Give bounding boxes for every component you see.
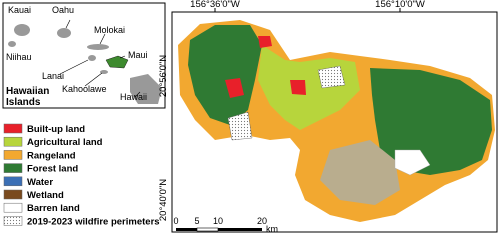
wildfire-perimeter <box>227 111 253 141</box>
scale-label: 0 <box>173 216 178 226</box>
island <box>87 44 109 50</box>
legend-swatch <box>3 216 23 226</box>
legend-label: Forest land <box>27 164 78 175</box>
latitude-label: 20°40'0"N <box>158 179 169 221</box>
land-agricultural <box>258 45 360 130</box>
island <box>14 24 30 36</box>
land-built-up <box>225 78 244 98</box>
island-label: Kahoolawe <box>62 84 107 94</box>
island-label: Kauai <box>8 5 31 15</box>
scale-unit: km <box>266 224 278 234</box>
land-haleakala <box>320 140 400 205</box>
legend-swatch <box>3 150 23 160</box>
legend-label: Built-up land <box>27 124 85 135</box>
scale-label: 20 <box>257 216 267 226</box>
latitude-label: 20°56'0"N <box>158 55 169 97</box>
island-label: Maui <box>128 50 148 60</box>
main-map: 156°36'0"W 156°10'0"W 20°56'0"N 20°40'0"… <box>158 0 498 234</box>
legend-label: Water <box>27 177 53 188</box>
island <box>130 74 162 104</box>
longitude-label: 156°36'0"W <box>190 0 240 10</box>
inset-map: Kauai Oahu Niihau Molokai Maui Lanai Kah… <box>2 2 166 109</box>
island <box>88 55 96 61</box>
legend-label: Barren land <box>27 203 80 214</box>
scale-label: 5 <box>194 216 199 226</box>
legend-label: Rangeland <box>27 150 76 161</box>
inset-title: Hawaiian <box>6 86 49 97</box>
legend-swatch <box>3 176 23 187</box>
scale-label: 10 <box>213 216 223 226</box>
island-label: Hawaii <box>120 92 147 102</box>
legend-label: 2019-2023 wildfire perimeters <box>27 216 160 227</box>
legend-swatch <box>3 202 23 213</box>
island-label: Lanai <box>42 71 64 81</box>
island <box>8 41 16 47</box>
land-built-up <box>290 80 306 95</box>
leader-lines <box>59 19 141 98</box>
legend-swatch <box>3 163 23 173</box>
land-forest-east <box>370 68 492 175</box>
legend: Built-up land Agricultural land Rangeland F… <box>3 123 160 227</box>
inset-title: Islands <box>6 97 41 108</box>
island-label: Oahu <box>52 5 74 15</box>
land-forest-west <box>188 25 262 125</box>
island <box>57 28 71 38</box>
longitude-label: 156°10'0"W <box>375 0 425 10</box>
legend-label: Wetland <box>27 190 64 201</box>
legend-label: Agricultural land <box>27 137 103 148</box>
maui-island <box>105 55 129 69</box>
wildfire-perimeter <box>317 65 346 89</box>
legend-swatch <box>3 123 23 134</box>
land-built-up <box>258 36 272 48</box>
legend-swatch <box>3 189 23 200</box>
legend-swatch <box>3 136 23 147</box>
scale-bar: 0 5 10 20 km <box>173 216 278 234</box>
land-barren <box>394 149 431 176</box>
island-label: Niihau <box>6 52 32 62</box>
island-label: Molokai <box>94 25 125 35</box>
